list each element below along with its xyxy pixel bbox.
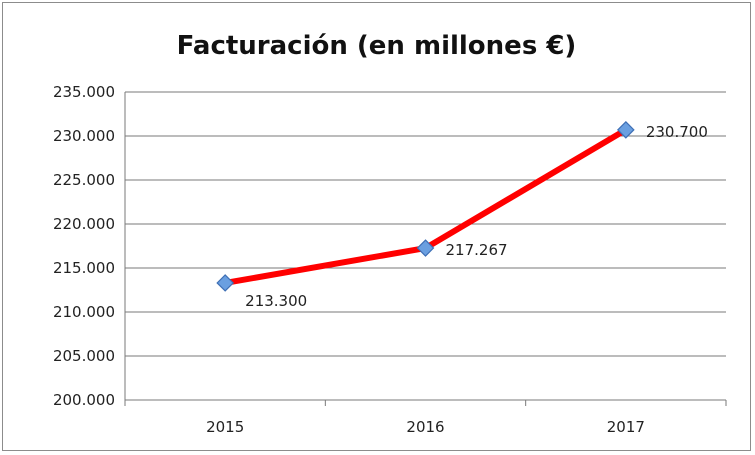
series-line (222, 126, 629, 286)
y-tick-label: 205.000 (53, 347, 115, 365)
data-point-marker (616, 120, 635, 139)
y-tick-label: 235.000 (53, 83, 115, 101)
y-tick-label: 210.000 (53, 303, 115, 321)
x-tick-label: 2017 (607, 418, 645, 436)
y-tick-label: 225.000 (53, 171, 115, 189)
y-tick-label: 200.000 (53, 391, 115, 409)
y-tick-label: 230.000 (53, 127, 115, 145)
data-label: 217.267 (446, 241, 508, 259)
data-point-marker (416, 239, 435, 257)
data-label: 213.300 (245, 292, 307, 310)
y-tick-label: 215.000 (53, 259, 115, 277)
data-label: 230.700 (646, 123, 708, 141)
x-tick-label: 2015 (206, 418, 244, 436)
chart-title: Facturación (en millones €) (176, 31, 577, 61)
y-tick-label: 220.000 (53, 215, 115, 233)
x-tick-label: 2016 (406, 418, 444, 436)
data-point-marker (216, 274, 235, 292)
chart-frame: Facturación (en millones €) (2, 2, 751, 451)
